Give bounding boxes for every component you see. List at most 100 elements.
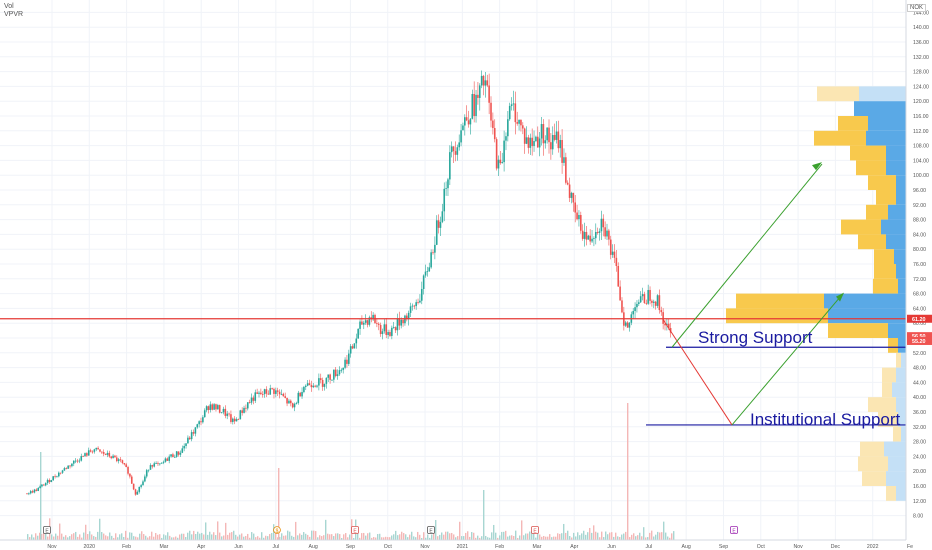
candle-body bbox=[65, 468, 68, 469]
event-marker[interactable]: E bbox=[427, 526, 435, 535]
price-label-tag: 55.20 bbox=[907, 336, 932, 345]
vp-bar-down bbox=[874, 264, 896, 279]
candle-body bbox=[312, 385, 315, 388]
candle-body bbox=[376, 323, 378, 324]
volume-bar bbox=[279, 536, 281, 540]
candle-body bbox=[211, 404, 214, 410]
candle-body bbox=[101, 451, 103, 453]
volume-bar bbox=[405, 534, 407, 540]
volume-bar bbox=[343, 534, 345, 540]
volume-bar bbox=[119, 534, 121, 540]
volume-bar bbox=[555, 536, 557, 540]
event-marker[interactable]: E bbox=[531, 526, 539, 535]
candle-body bbox=[29, 491, 32, 494]
candle-body bbox=[441, 211, 444, 222]
volume-bar bbox=[157, 534, 159, 540]
vp-bar-down bbox=[874, 249, 894, 264]
volume-bar bbox=[189, 530, 191, 540]
volume-bar bbox=[563, 523, 565, 540]
volume-bar bbox=[65, 535, 67, 540]
candle-body bbox=[306, 383, 309, 386]
candle-body bbox=[473, 93, 475, 117]
volume-bar bbox=[625, 531, 627, 540]
volume-bar bbox=[247, 533, 249, 540]
volume-bar bbox=[493, 524, 495, 540]
candle-body bbox=[477, 94, 479, 98]
candle-body bbox=[194, 427, 197, 434]
volume-bar bbox=[329, 534, 331, 540]
volume-bar bbox=[111, 535, 113, 540]
candle-body bbox=[613, 251, 616, 258]
event-marker[interactable]: $ bbox=[273, 526, 281, 535]
time-axis-bg bbox=[0, 540, 932, 550]
candle-body bbox=[611, 251, 614, 255]
event-marker[interactable]: E bbox=[351, 526, 359, 535]
price-tick-label: 104.00 bbox=[913, 158, 929, 164]
volume-bar bbox=[163, 534, 165, 540]
price-tick-label: 92.00 bbox=[913, 203, 926, 209]
volume-bar bbox=[427, 534, 429, 540]
candle-body bbox=[383, 324, 386, 332]
candle-body bbox=[482, 75, 485, 86]
volume-bar bbox=[187, 532, 189, 540]
time-tick-label: 2021 bbox=[457, 544, 469, 550]
arrow-head-1 bbox=[812, 162, 822, 171]
candle-body bbox=[389, 332, 391, 336]
vpvr-indicator-label[interactable]: VPVR bbox=[4, 11, 24, 18]
volume-bar bbox=[249, 537, 251, 540]
candle-body bbox=[514, 103, 517, 123]
price-tick-label: 136.00 bbox=[913, 40, 929, 46]
candle-body bbox=[155, 463, 157, 464]
candle-body bbox=[585, 231, 588, 240]
event-marker[interactable]: E bbox=[730, 526, 738, 535]
candle-body bbox=[568, 184, 571, 198]
event-marker-letter: E bbox=[533, 528, 537, 534]
institutional-support-annotation[interactable]: Institutional Support bbox=[750, 410, 901, 429]
volume-bar bbox=[359, 537, 361, 540]
candle-body bbox=[430, 252, 432, 268]
candle-body bbox=[664, 323, 666, 326]
candle-body bbox=[202, 417, 204, 423]
vp-bar-up bbox=[901, 352, 906, 368]
volume-bar bbox=[131, 532, 133, 540]
volume-bar bbox=[529, 531, 531, 540]
candle-body bbox=[303, 386, 305, 393]
volume-bar bbox=[391, 535, 393, 540]
time-tick-label: Sep bbox=[346, 544, 355, 550]
candle-body bbox=[434, 244, 436, 253]
candle-body bbox=[624, 322, 627, 326]
candle-body bbox=[406, 315, 408, 319]
candle-body bbox=[578, 215, 580, 220]
candle-body bbox=[321, 379, 324, 387]
candle-body bbox=[606, 230, 608, 237]
volume-bar bbox=[335, 533, 337, 540]
candle-body bbox=[402, 319, 404, 324]
projection-down-line bbox=[662, 319, 733, 426]
candle-body bbox=[260, 392, 262, 395]
volume-bar bbox=[367, 533, 369, 540]
candle-body bbox=[598, 231, 601, 233]
candle-body bbox=[258, 392, 260, 394]
volume-indicator-label[interactable]: Vol bbox=[4, 3, 14, 10]
candle-body bbox=[544, 140, 547, 144]
strong-support-annotation[interactable]: Strong Support bbox=[698, 328, 813, 347]
candle-body bbox=[215, 404, 217, 410]
vp-bar-up bbox=[888, 323, 906, 338]
volume-bar bbox=[445, 531, 447, 540]
volume-bar bbox=[311, 530, 313, 540]
event-marker[interactable]: E bbox=[43, 526, 51, 535]
volume-bar bbox=[267, 536, 269, 540]
candle-body bbox=[43, 484, 45, 486]
candle-body bbox=[95, 447, 98, 450]
candle-body bbox=[400, 319, 402, 326]
volume-bar bbox=[471, 532, 473, 540]
volume-bar bbox=[75, 531, 77, 540]
volume-bar bbox=[467, 531, 469, 540]
candle-body bbox=[217, 405, 219, 410]
candle-body bbox=[275, 390, 277, 394]
candle-body bbox=[486, 80, 489, 86]
vp-bar-down bbox=[850, 145, 886, 161]
vp-bar-down bbox=[726, 308, 828, 324]
volume-bar bbox=[573, 532, 575, 540]
